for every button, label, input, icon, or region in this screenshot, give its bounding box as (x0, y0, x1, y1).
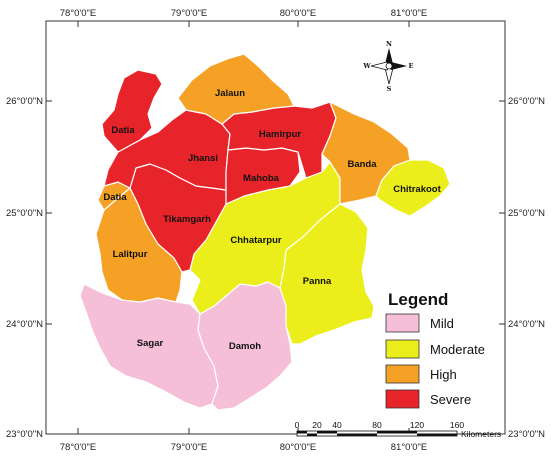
legend-swatch-severe (385, 389, 420, 409)
lon-label-top-79: 79°0'0"E (171, 8, 207, 19)
north-arrow: N S W E (362, 40, 413, 93)
label-chhatarpur: Chhatarpur (230, 235, 282, 246)
label-sagar: Sagar (137, 338, 164, 349)
lat-label-right-26: 26°0'0"N (508, 96, 545, 107)
south-label: S (387, 85, 392, 93)
districts (79, 53, 451, 411)
scale-bar-seg-1 (297, 431, 307, 434)
district-jhansi[interactable] (103, 109, 231, 191)
label-jalaun: Jalaun (215, 88, 245, 99)
legend-swatch-mild (385, 313, 420, 333)
lon-label-bottom-78: 78°0'0"E (60, 442, 96, 453)
lat-label-left-23: 23°0'0"N (6, 429, 43, 440)
lat-label-right-23: 23°0'0"N (508, 429, 545, 440)
legend-title: Legend (388, 290, 448, 309)
lon-label-top-81: 81°0'0"E (391, 8, 427, 19)
lon-label-bottom-80: 80°0'0"E (280, 442, 316, 453)
label-damoh: Damoh (229, 341, 261, 352)
label-datia-west: Datia (103, 192, 127, 203)
label-tikamgarh: Tikamgarh (163, 214, 211, 225)
label-chitrakoot: Chitrakoot (393, 184, 441, 195)
scale-bar-seg-5 (377, 431, 417, 434)
legend-swatch-high (385, 364, 420, 384)
district-panna[interactable] (279, 203, 375, 345)
legend-swatch-moderate (385, 339, 420, 359)
district-labels: Jalaun Datia Hamirpur Jhansi Banda Mahob… (103, 88, 441, 352)
scale-bar-seg-2 (307, 433, 317, 436)
scale-tick-120: 120 (410, 420, 424, 430)
west-label: W (362, 62, 371, 70)
lon-label-top-80: 80°0'0"E (280, 8, 316, 19)
label-lalitpur: Lalitpur (113, 249, 148, 260)
district-datia-north[interactable] (101, 69, 163, 153)
scale-tick-20: 20 (312, 420, 322, 430)
district-chitrakoot[interactable] (375, 159, 451, 217)
label-datia-north: Datia (111, 125, 135, 136)
lat-label-left-26: 26°0'0"N (6, 96, 43, 107)
compass-rose-icon (370, 48, 407, 85)
lon-label-bottom-79: 79°0'0"E (171, 442, 207, 453)
scale-bar-seg-3 (317, 431, 337, 434)
scale-bar-seg-4 (337, 433, 377, 436)
east-label: E (409, 62, 414, 70)
label-mahoba: Mahoba (243, 173, 280, 184)
lat-label-left-25: 25°0'0"N (6, 208, 43, 219)
lon-label-bottom-81: 81°0'0"E (391, 442, 427, 453)
scale-tick-80: 80 (372, 420, 382, 430)
legend-label-mild: Mild (430, 316, 454, 331)
lat-label-right-25: 25°0'0"N (508, 208, 545, 219)
legend-label-high: High (430, 367, 457, 382)
scale-bar-seg-6 (417, 433, 457, 436)
scale-tick-0: 0 (295, 420, 300, 430)
label-jhansi: Jhansi (188, 153, 218, 164)
lon-label-top-78: 78°0'0"E (60, 8, 96, 19)
lat-label-right-24: 24°0'0"N (508, 319, 545, 330)
label-panna: Panna (303, 276, 332, 287)
scale-tick-160: 160 (450, 420, 464, 430)
legend: Legend Mild Moderate High Severe (385, 290, 485, 409)
north-label: N (386, 40, 392, 48)
graticule-ticks (46, 21, 505, 435)
scale-tick-40: 40 (332, 420, 342, 430)
district-jalaun[interactable] (177, 53, 295, 125)
legend-label-moderate: Moderate (430, 342, 485, 357)
lat-label-left-24: 24°0'0"N (6, 319, 43, 330)
label-banda: Banda (347, 159, 377, 170)
scale-bar: 0 20 40 80 120 160 Kilometers (295, 420, 502, 439)
scale-unit: Kilometers (461, 429, 501, 439)
label-hamirpur: Hamirpur (259, 129, 302, 140)
legend-label-severe: Severe (430, 392, 471, 407)
